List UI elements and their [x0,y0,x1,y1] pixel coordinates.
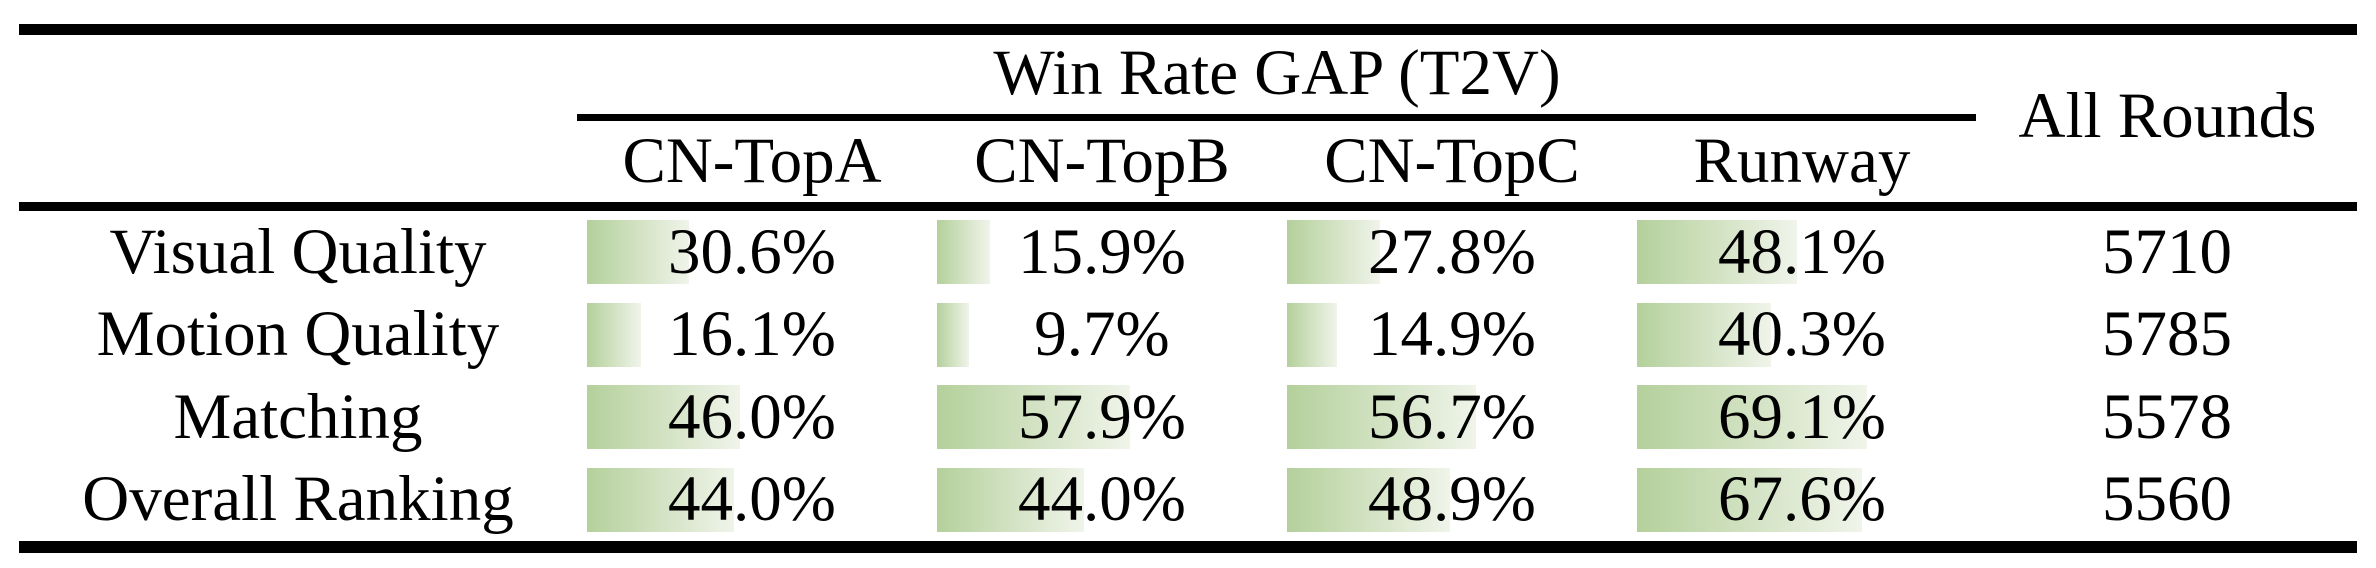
header-col-cn-topb: CN-TopB [974,125,1230,197]
win-rate-cell: 16.1% [577,294,927,377]
all-rounds-value: 5710 [2102,215,2232,288]
all-rounds-value: 5785 [2102,298,2232,371]
win-rate-value: 46.0% [668,380,836,453]
win-rate-bar [1637,385,1867,450]
row-label: Motion Quality [96,298,500,371]
win-rate-value: 44.0% [1018,463,1186,536]
header-col-cn-topa: CN-TopA [622,125,882,197]
win-rate-value: 40.3% [1718,298,1886,371]
win-rate-value: 16.1% [668,298,836,371]
header-all-rounds: All Rounds [2018,79,2317,152]
win-rate-value: 15.9% [1018,215,1186,288]
win-rate-bar [587,385,740,450]
win-rate-cell: 44.0% [577,459,927,542]
win-rate-value: 48.9% [1368,463,1536,536]
win-rate-value: 27.8% [1368,215,1536,288]
win-rate-cell: 48.9% [1277,459,1627,542]
win-rate-value: 14.9% [1368,298,1536,371]
win-rate-bar [587,302,641,367]
header-col-runway: Runway [1693,125,1911,197]
win-rate-bar [587,467,734,532]
win-rate-bar [1287,467,1450,532]
header-col-cn-topc: CN-TopC [1324,125,1580,197]
win-rate-bar [1637,467,1862,532]
table-rule-header-bottom [19,202,2357,211]
win-rate-cell: 69.1% [1627,376,1977,459]
row-label: Visual Quality [109,215,487,288]
win-rate-value: 69.1% [1718,380,1886,453]
win-rate-bar [937,220,990,285]
win-rate-value: 56.7% [1368,380,1536,453]
group-header-title: Win Rate GAP (T2V) [993,37,1561,109]
win-rate-cell: 56.7% [1277,376,1627,459]
win-rate-bar [937,385,1130,450]
win-rate-cell: 14.9% [1277,294,1627,377]
win-rate-cell: 9.7% [927,294,1277,377]
group-header-underline [577,114,1976,121]
win-rate-bar [1287,385,1476,450]
win-rate-cell: 15.9% [927,211,1277,294]
win-rate-value: 67.6% [1718,463,1886,536]
win-rate-cell: 27.8% [1277,211,1627,294]
win-rate-bar [1287,302,1337,367]
row-label: Overall Ranking [82,463,514,536]
table-rule-bottom [19,541,2357,553]
win-rate-cell: 44.0% [927,459,1277,542]
win-rate-bar [937,302,969,367]
table-rule-top [19,24,2357,35]
all-rounds-value: 5560 [2102,463,2232,536]
win-rate-bar [1637,220,1797,285]
win-rate-cell: 40.3% [1627,294,1977,377]
win-rate-bar [1637,302,1771,367]
win-rate-value: 9.7% [1034,298,1170,371]
column-headers: CN-TopA CN-TopB CN-TopC Runway [577,121,1977,202]
win-rate-cell: 67.6% [1627,459,1977,542]
win-rate-value: 57.9% [1018,380,1186,453]
all-rounds-value: 5578 [2102,380,2232,453]
table-body: Visual Quality 30.6% 15.9% 27.8% 48.1% 5… [19,211,2357,541]
win-rate-cell: 48.1% [1627,211,1977,294]
win-rate-bar [1287,220,1380,285]
win-rate-bar [587,220,689,285]
win-rate-value: 44.0% [668,463,836,536]
win-rate-value: 48.1% [1718,215,1886,288]
row-label: Matching [173,380,423,453]
win-rate-cell: 30.6% [577,211,927,294]
win-rate-value: 30.6% [668,215,836,288]
win-rate-cell: 57.9% [927,376,1277,459]
win-rate-cell: 46.0% [577,376,927,459]
win-rate-bar [937,467,1084,532]
